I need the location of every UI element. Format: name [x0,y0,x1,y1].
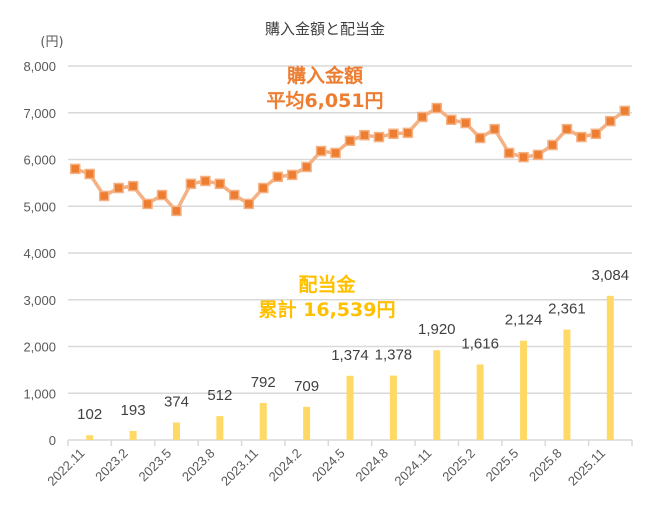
purchase-amount-marker [69,163,81,175]
x-tick-label: 2023.8 [179,446,218,485]
purchase-amount-marker [445,114,457,126]
dividend-bar [216,416,224,440]
y-tick-label: 0 [49,433,56,448]
dividend-bar-label: 2,124 [505,312,543,329]
purchase-amount-marker [373,131,385,143]
dividend-bar [476,364,484,440]
x-tick-label: 2024.11 [391,446,434,489]
y-axis-unit: (円) [40,35,63,50]
purchase-amount-marker [388,128,399,140]
purchase-amount-marker [286,169,298,181]
bar-annotation-total: 累計 16,539円 [259,298,396,321]
purchase-amount-marker [185,178,197,190]
x-tick-label: 2023.11 [218,446,261,489]
line-annotation-title: 購入金額 [287,64,363,87]
dividend-bar [303,406,311,440]
purchase-amount-marker [547,139,558,151]
y-tick-label: 5,000 [23,199,56,214]
y-tick-label: 2,000 [23,340,56,355]
dividend-bar-label: 1,374 [331,347,369,364]
purchase-amount-marker [518,151,529,163]
dividend-bar [433,350,441,440]
dividend-bar-label: 512 [207,387,232,404]
purchase-amount-marker [200,175,211,187]
purchase-amount-marker [113,182,124,194]
chart-title: 購入金額と配当金 [265,20,385,38]
x-tick-label: 2024.8 [352,446,391,485]
x-tick-label: 2024.5 [309,446,348,485]
dividend-bar-label: 193 [121,402,146,419]
purchase-amount-marker [532,149,544,161]
purchase-amount-marker [503,147,515,159]
purchase-amount-marker [156,189,168,201]
x-tick-label: 2025.8 [526,446,565,485]
dividend-bar-label: 374 [164,394,189,411]
dividend-bar [389,375,397,440]
dividend-bar [563,329,571,440]
purchase-amount-marker [489,123,500,135]
y-tick-label: 7,000 [23,106,56,121]
purchase-amount-marker [272,171,283,183]
dividend-bar-label: 792 [251,374,276,391]
purchase-amount-marker [605,115,616,127]
purchase-amount-marker [214,178,226,190]
dividend-bar [346,375,354,440]
x-tick-label: 2022.11 [44,446,87,489]
purchase-amount-marker [98,190,110,202]
purchase-amount-marker [460,117,471,129]
purchase-amount-marker [576,131,587,143]
dividend-bar-label: 709 [294,378,319,395]
dividend-bar [259,402,267,440]
purchase-amount-marker [330,147,341,159]
purchase-amount-marker [171,205,182,217]
dividend-bar-label: 1,616 [461,335,499,352]
dividend-bar [520,340,528,440]
y-tick-label: 8,000 [23,59,56,74]
dividend-bar-label: 1,378 [375,347,413,364]
purchase-amount-marker [84,168,95,180]
purchase-amount-marker [590,128,602,140]
purchase-amount-marker [474,132,486,144]
x-tick-label: 2025.2 [439,446,478,485]
y-tick-label: 4,000 [23,246,56,261]
x-tick-label: 2024.2 [266,446,305,485]
x-tick-label: 2025.5 [483,446,522,485]
purchase-amount-marker [561,123,573,135]
purchase-amount-marker [243,198,255,210]
dividend-bar [172,422,180,440]
x-tick-label: 2025.11 [565,446,608,489]
purchase-amount-marker [315,145,327,157]
purchase-amount-marker [229,189,240,201]
purchase-amount-marker [301,161,312,173]
purchase-amount-marker [344,135,356,147]
purchase-amount-marker [417,111,428,123]
y-tick-label: 6,000 [23,153,56,168]
dividend-bar-label: 2,361 [548,301,586,318]
purchase-amount-marker [127,180,139,192]
dividend-bar [606,295,614,440]
purchase-amount-marker [257,182,269,194]
purchase-amount-marker [402,127,414,139]
y-tick-label: 1,000 [23,386,56,401]
line-annotation-average: 平均6,051円 [266,89,383,112]
purchase-amount-marker [619,105,631,117]
purchase-amount-marker [359,129,370,141]
dividend-bar-label: 3,084 [592,267,630,284]
dividend-bar-label: 102 [77,406,102,423]
dividend-bar [86,435,94,440]
x-tick-label: 2023.5 [136,446,175,485]
purchase-amount-marker [431,102,443,114]
dividend-bar-label: 1,920 [418,321,456,338]
bar-annotation-title: 配当金 [298,273,356,296]
y-tick-label: 3,000 [23,293,56,308]
purchase-amount-marker [142,198,153,210]
dividend-bar [129,430,137,440]
x-tick-label: 2023.2 [92,446,131,485]
